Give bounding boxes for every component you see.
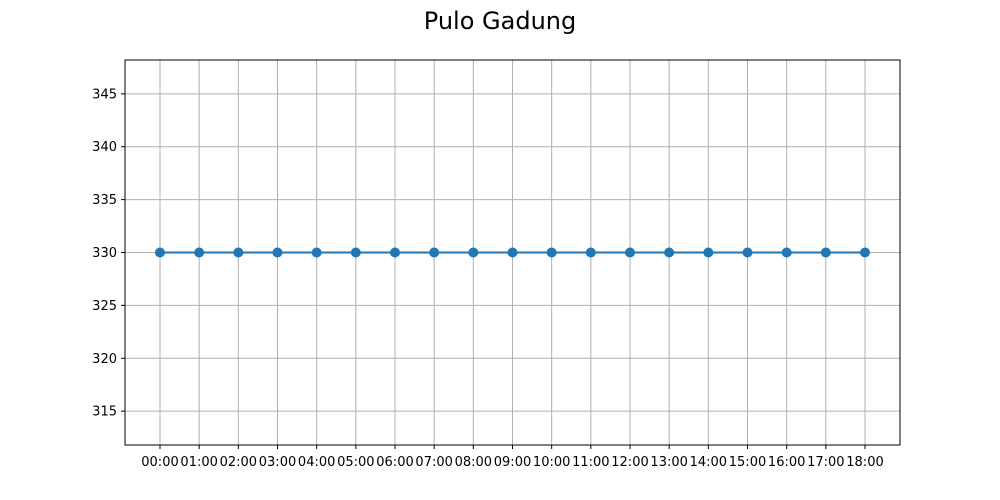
x-tick-label: 15:00 (729, 455, 766, 470)
data-point (350, 247, 361, 258)
data-point (546, 247, 557, 258)
x-tick-label: 07:00 (415, 455, 452, 470)
data-point (507, 247, 518, 258)
x-axis-ticks: 00:00 01:00 02:00 03:00 04:00 05:00 06:00 07:00… (141, 445, 884, 470)
data-point (820, 247, 831, 258)
x-tick-label: 04:00 (298, 455, 335, 470)
data-point (703, 247, 714, 258)
y-tick-label: 330 (92, 246, 117, 261)
data-point (311, 247, 322, 258)
x-tick-label: 09:00 (494, 455, 531, 470)
x-tick-label: 17:00 (807, 455, 844, 470)
x-tick-label: 05:00 (337, 455, 374, 470)
y-axis-ticks: 315 320 325 330 335 340 345 (92, 87, 125, 420)
x-tick-label: 11:00 (572, 455, 609, 470)
x-tick-label: 13:00 (650, 455, 687, 470)
x-tick-label: 01:00 (180, 455, 217, 470)
y-tick-label: 335 (92, 193, 117, 208)
y-tick-label: 315 (92, 405, 117, 420)
x-tick-label: 18:00 (846, 455, 883, 470)
data-point (860, 247, 870, 258)
data-point (272, 247, 283, 258)
x-tick-label: 03:00 (259, 455, 296, 470)
data-point (468, 247, 479, 258)
data-point (194, 247, 205, 258)
y-tick-label: 345 (92, 87, 117, 102)
series-layer (155, 247, 870, 258)
data-point (429, 247, 440, 258)
x-tick-label: 16:00 (768, 455, 805, 470)
data-point (233, 247, 244, 258)
y-tick-label: 320 (92, 352, 117, 367)
data-point (155, 247, 165, 258)
x-tick-label: 08:00 (455, 455, 492, 470)
x-tick-label: 14:00 (690, 455, 727, 470)
data-point (625, 247, 635, 258)
data-point (781, 247, 792, 258)
x-tick-label: 00:00 (141, 455, 178, 470)
chart-title: Pulo Gadung (424, 7, 576, 35)
x-tick-label: 06:00 (376, 455, 413, 470)
x-tick-label: 10:00 (533, 455, 570, 470)
data-point (742, 247, 753, 258)
x-tick-label: 02:00 (220, 455, 257, 470)
data-point (664, 247, 675, 258)
x-tick-label: 12:00 (611, 455, 648, 470)
y-tick-label: 340 (92, 140, 117, 155)
data-point (585, 247, 596, 258)
data-point (390, 247, 400, 258)
y-tick-label: 325 (92, 299, 117, 314)
